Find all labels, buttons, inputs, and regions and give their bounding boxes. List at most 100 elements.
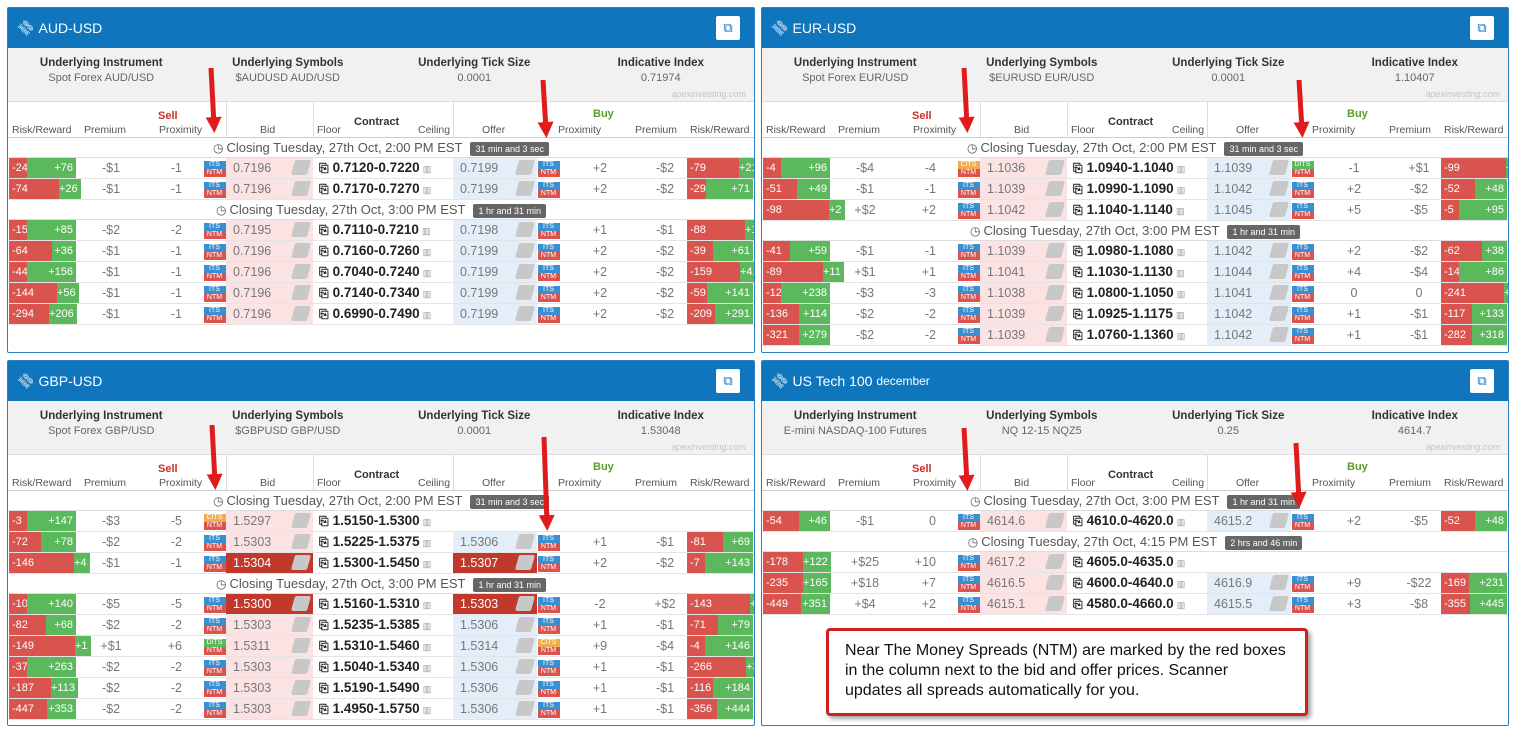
tag-icon[interactable] bbox=[1268, 306, 1290, 321]
column-floor[interactable]: Floor bbox=[1071, 124, 1095, 136]
tag-icon[interactable] bbox=[514, 596, 536, 611]
column-premium[interactable]: Premium bbox=[1389, 477, 1432, 489]
tag-icon[interactable] bbox=[290, 659, 312, 674]
bid-price[interactable]: 1.5297 bbox=[226, 511, 313, 531]
contract-range[interactable]: ⎘ 1.0800-1.1050 ▥ bbox=[1073, 283, 1213, 303]
bid-price[interactable]: 1.5303 bbox=[226, 678, 313, 698]
tag-icon[interactable] bbox=[514, 680, 536, 695]
spread-row[interactable]: -64 +36 -$1 -1 ITS NTM 0.7196 ⎘ 0.7160-0.7260 ▥ 0.… bbox=[8, 241, 754, 262]
offer-price[interactable]: 1.1045 bbox=[1207, 200, 1291, 220]
spread-row[interactable]: -321 +279 -$2 -2 ITS NTM 1.1039 ⎘ 1.0760-1.1360 ▥… bbox=[762, 325, 1508, 346]
bid-price[interactable]: 4617.2 bbox=[980, 552, 1067, 572]
offer-price[interactable]: 0.7198 bbox=[453, 220, 537, 240]
tag-icon[interactable] bbox=[514, 222, 536, 237]
spread-row[interactable]: -82 +68 -$2 -2 ITS NTM 1.5303 ⎘ 1.5235-1.5385 ▥ 1.… bbox=[8, 615, 754, 636]
copy-icon[interactable]: ⎘ bbox=[1073, 161, 1083, 175]
column-bid[interactable]: Bid bbox=[260, 124, 276, 136]
bid-price[interactable]: 4616.5 bbox=[980, 573, 1067, 593]
panel-title[interactable]: EUR-USD bbox=[792, 20, 857, 36]
offer-price[interactable]: 4616.9 bbox=[1207, 573, 1291, 593]
spread-row[interactable]: -4 +96 -$4 -4 CITS NTM 1.1036 ⎘ 1.0940-1.1040 ▥ 1.… bbox=[762, 158, 1508, 179]
contract-range[interactable]: ⎘ 1.5310-1.5460 ▥ bbox=[319, 636, 459, 656]
copy-icon[interactable]: ⎘ bbox=[1073, 576, 1083, 590]
contract-range[interactable]: ⎘ 1.0925-1.1175 ▥ bbox=[1073, 304, 1213, 324]
bid-price[interactable]: 1.1039 bbox=[980, 304, 1067, 324]
tag-icon[interactable] bbox=[290, 264, 312, 279]
spread-row[interactable]: -37 +263 -$2 -2 ITS NTM 1.5303 ⎘ 1.5040-1.5340 ▥ 1… bbox=[8, 657, 754, 678]
panel-title[interactable]: US Tech 100 bbox=[792, 373, 873, 389]
tag-icon[interactable] bbox=[514, 638, 536, 653]
offer-price[interactable]: 0.7199 bbox=[453, 262, 537, 282]
tag-icon[interactable] bbox=[290, 534, 312, 549]
spread-row[interactable]: -146 +4 -$1 -1 ITS NTM 1.5304 ⎘ 1.5300-1.5450 ▥ 1.… bbox=[8, 553, 754, 574]
column-risk-reward[interactable]: Risk/Reward bbox=[12, 477, 72, 489]
offer-price[interactable]: 1.5306 bbox=[453, 532, 537, 552]
contract-range[interactable]: ⎘ 1.5300-1.5450 ▥ bbox=[319, 553, 459, 573]
copy-icon[interactable]: ⎘ bbox=[1073, 244, 1083, 258]
bar-chart-icon[interactable]: ▥ bbox=[422, 289, 432, 299]
tag-icon[interactable] bbox=[290, 513, 312, 528]
contract-range[interactable]: ⎘ 0.7160-0.7260 ▥ bbox=[319, 241, 459, 261]
bar-chart-icon[interactable]: ▥ bbox=[422, 185, 432, 195]
bid-price[interactable]: 1.5303 bbox=[226, 657, 313, 677]
column-contract[interactable]: Contract bbox=[354, 469, 400, 481]
bid-price[interactable]: 1.1036 bbox=[980, 158, 1067, 178]
column-risk-reward[interactable]: Risk/Reward bbox=[1444, 477, 1504, 489]
bar-chart-icon[interactable]: ▥ bbox=[422, 663, 432, 673]
spread-row[interactable]: -178 +122 +$25 +10 ITS NTM 4617.2 ⎘ 4605.0-4635.… bbox=[762, 552, 1508, 573]
tag-icon[interactable] bbox=[514, 243, 536, 258]
copy-icon[interactable]: ⎘ bbox=[319, 535, 329, 549]
contract-range[interactable]: ⎘ 1.5225-1.5375 ▥ bbox=[319, 532, 459, 552]
bar-chart-icon[interactable]: ▥ bbox=[1176, 185, 1186, 195]
offer-price[interactable]: 1.1042 bbox=[1207, 179, 1291, 199]
spread-row[interactable]: -24 +76 -$1 -1 ITS NTM 0.7196 ⎘ 0.7120-0.7220 ▥ 0.… bbox=[8, 158, 754, 179]
column-sell[interactable]: Sell bbox=[158, 463, 178, 475]
spread-row[interactable]: -447 +353 -$2 -2 ITS NTM 1.5303 ⎘ 1.4950-1.5750 ▥… bbox=[8, 699, 754, 720]
bar-chart-icon[interactable]: ▥ bbox=[1175, 206, 1185, 216]
column-risk-reward[interactable]: Risk/Reward bbox=[12, 124, 72, 136]
offer-price[interactable]: 4615.5 bbox=[1207, 594, 1291, 614]
external-link-icon[interactable]: ⧉ bbox=[1470, 369, 1494, 393]
spread-row[interactable]: -449 +351 +$4 +2 ITS NTM 4615.1 ⎘ 4580.0-4660.0 ▥… bbox=[762, 594, 1508, 615]
panel-title[interactable]: AUD-USD bbox=[38, 20, 103, 36]
spread-row[interactable]: -41 +59 -$1 -1 ITS NTM 1.1039 ⎘ 1.0980-1.1080 ▥ 1.… bbox=[762, 241, 1508, 262]
column-buy[interactable]: Buy bbox=[1347, 108, 1368, 120]
spread-row[interactable]: -89 +11 +$1 +1 ITS NTM 1.1041 ⎘ 1.1030-1.1130 ▥ 1.… bbox=[762, 262, 1508, 283]
bid-price[interactable]: 4614.6 bbox=[980, 511, 1067, 531]
contract-range[interactable]: ⎘ 1.4950-1.5750 ▥ bbox=[319, 699, 459, 719]
link-icon[interactable]: ⛓ bbox=[14, 369, 38, 392]
contract-range[interactable]: ⎘ 1.0990-1.1090 ▥ bbox=[1073, 179, 1213, 199]
panel-title[interactable]: GBP-USD bbox=[38, 373, 103, 389]
bar-chart-icon[interactable]: ▥ bbox=[1175, 310, 1185, 320]
tag-icon[interactable] bbox=[290, 617, 312, 632]
tag-icon[interactable] bbox=[290, 222, 312, 237]
contract-range[interactable]: ⎘ 0.7110-0.7210 ▥ bbox=[319, 220, 459, 240]
column-offer[interactable]: Offer bbox=[482, 477, 506, 489]
bid-price[interactable]: 0.7196 bbox=[226, 158, 313, 178]
bar-chart-icon[interactable]: ▥ bbox=[1176, 331, 1186, 341]
offer-price[interactable]: 1.5307 bbox=[453, 553, 537, 573]
column-floor[interactable]: Floor bbox=[1071, 477, 1095, 489]
column-buy[interactable]: Buy bbox=[593, 108, 614, 120]
bid-price[interactable]: 0.7196 bbox=[226, 241, 313, 261]
column-bid[interactable]: Bid bbox=[1014, 124, 1030, 136]
column-bid[interactable]: Bid bbox=[1014, 477, 1030, 489]
spread-row[interactable]: -3 +147 -$3 -5 CITS NTM 1.5297 ⎘ 1.5150-1.5300 ▥ bbox=[8, 511, 754, 532]
tag-icon[interactable] bbox=[514, 617, 536, 632]
tag-icon[interactable] bbox=[1268, 285, 1290, 300]
bid-price[interactable]: 1.5304 bbox=[226, 553, 313, 573]
contract-range[interactable]: ⎘ 4580.0-4660.0 ▥ bbox=[1073, 594, 1213, 614]
tag-icon[interactable] bbox=[1268, 264, 1290, 279]
bar-chart-icon[interactable]: ▥ bbox=[1176, 579, 1186, 589]
tag-icon[interactable] bbox=[1268, 181, 1290, 196]
column-risk-reward[interactable]: Risk/Reward bbox=[766, 124, 826, 136]
tag-icon[interactable] bbox=[290, 285, 312, 300]
copy-icon[interactable]: ⎘ bbox=[319, 702, 329, 716]
contract-range[interactable]: ⎘ 1.0940-1.1040 ▥ bbox=[1073, 158, 1213, 178]
spread-row[interactable]: -44 +156 -$1 -1 ITS NTM 0.7196 ⎘ 0.7040-0.7240 ▥ 0… bbox=[8, 262, 754, 283]
contract-range[interactable]: ⎘ 0.7040-0.7240 ▥ bbox=[319, 262, 459, 282]
column-ceiling[interactable]: Ceiling bbox=[1172, 124, 1205, 136]
column-proximity[interactable]: Proximity bbox=[159, 124, 203, 136]
copy-icon[interactable]: ⎘ bbox=[1073, 265, 1083, 279]
bid-price[interactable]: 0.7196 bbox=[226, 304, 313, 324]
